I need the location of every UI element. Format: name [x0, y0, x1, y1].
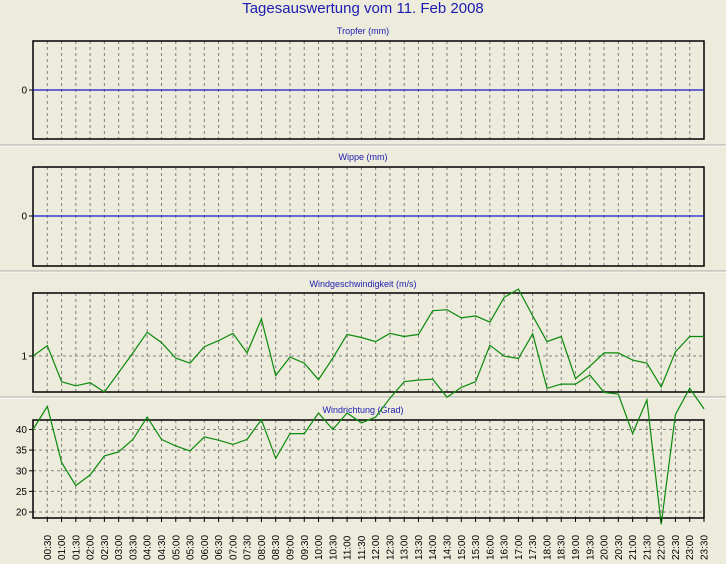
- x-axis: 00:30 01:00 01:30 02:00 02:30 03:00 03:30 04:00…: [43, 518, 711, 560]
- x-tick-label: 02:00: [86, 535, 97, 560]
- y-tick-label: 1: [21, 352, 27, 363]
- series-line: [32, 288, 704, 393]
- page-title: Tagesauswertung vom 11. Feb 2008: [242, 0, 484, 17]
- chart-title: Tropfer (mm): [337, 26, 389, 36]
- y-tick-label: 40: [16, 425, 28, 436]
- x-tick-label: 18:30: [557, 535, 568, 560]
- x-tick-label: 22:30: [671, 535, 682, 560]
- x-tick-label: 16:00: [485, 535, 496, 560]
- x-tick-label: 11:00: [343, 535, 354, 560]
- y-tick-label: 35: [16, 446, 28, 457]
- x-tick-label: 01:30: [71, 535, 82, 560]
- x-tick-label: 04:30: [157, 535, 168, 560]
- y-tick-label: 20: [16, 508, 28, 519]
- x-tick-label: 04:00: [143, 535, 154, 560]
- x-tick-label: 10:00: [314, 535, 325, 560]
- x-tick-label: 12:00: [371, 535, 382, 560]
- x-tick-label: 05:00: [171, 535, 182, 560]
- chart-panel-1: Tropfer (mm) 0: [0, 26, 726, 147]
- x-tick-label: 15:30: [471, 535, 482, 560]
- x-tick-label: 06:30: [214, 535, 225, 560]
- chart-title: Windgeschwindigkeit (m/s): [309, 279, 416, 289]
- chart-panel-4: Windrichtung (Grad) 20 25 30 35 40: [16, 332, 705, 525]
- chart-panel-3: Windgeschwindigkeit (m/s) 1: [0, 279, 726, 399]
- y-tick-label: 30: [16, 466, 28, 477]
- x-tick-label: 21:00: [628, 535, 639, 560]
- x-tick-label: 17:00: [514, 535, 525, 560]
- x-tick-label: 08:30: [271, 535, 282, 560]
- x-tick-label: 00:30: [43, 535, 54, 560]
- x-tick-label: 22:00: [657, 535, 668, 560]
- x-tick-label: 18:00: [542, 535, 553, 560]
- plot-frame: [32, 419, 705, 519]
- chart-panel-2: Wippe (mm) 0: [0, 152, 726, 273]
- x-tick-label: 10:30: [328, 535, 339, 560]
- x-tick-label: 09:30: [300, 535, 311, 560]
- x-tick-label: 23:30: [700, 535, 711, 560]
- x-tick-label: 20:30: [614, 535, 625, 560]
- x-tick-label: 20:00: [600, 535, 611, 560]
- x-tick-label: 23:00: [685, 535, 696, 560]
- x-tick-label: 07:00: [228, 535, 239, 560]
- x-tick-label: 17:30: [528, 535, 539, 560]
- x-tick-label: 11:30: [357, 535, 368, 560]
- x-tick-label: 06:00: [200, 535, 211, 560]
- x-tick-label: 15:00: [457, 535, 468, 560]
- x-tick-label: 02:30: [100, 535, 111, 560]
- x-tick-label: 13:30: [414, 535, 425, 560]
- x-tick-label: 08:00: [257, 535, 268, 560]
- chart-title: Windrichtung (Grad): [322, 405, 403, 415]
- x-tick-label: 21:30: [642, 535, 653, 560]
- x-tick-label: 19:00: [571, 535, 582, 560]
- x-tick-label: 09:00: [285, 535, 296, 560]
- x-tick-label: 12:30: [385, 535, 396, 560]
- x-tick-label: 03:30: [128, 535, 139, 560]
- x-tick-label: 14:30: [443, 535, 454, 560]
- y-tick-label: 0: [21, 212, 27, 223]
- x-tick-label: 16:30: [500, 535, 511, 560]
- y-tick-label: 0: [21, 86, 27, 97]
- series-line: [32, 332, 705, 525]
- x-tick-label: 19:30: [585, 535, 596, 560]
- plot-frame: [32, 292, 705, 393]
- x-tick-label: 03:00: [114, 535, 125, 560]
- chart-title: Wippe (mm): [339, 152, 388, 162]
- x-tick-label: 05:30: [186, 535, 197, 560]
- y-tick-label: 25: [16, 487, 28, 498]
- x-tick-label: 01:00: [57, 535, 68, 560]
- x-tick-label: 14:00: [428, 535, 439, 560]
- x-tick-label: 13:00: [400, 535, 411, 560]
- x-tick-label: 07:30: [243, 535, 254, 560]
